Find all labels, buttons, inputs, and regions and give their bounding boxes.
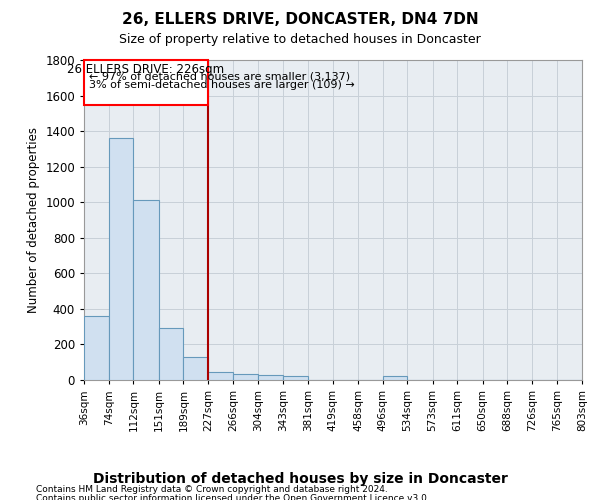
Text: 26, ELLERS DRIVE, DONCASTER, DN4 7DN: 26, ELLERS DRIVE, DONCASTER, DN4 7DN (122, 12, 478, 28)
Text: 26 ELLERS DRIVE: 226sqm: 26 ELLERS DRIVE: 226sqm (67, 62, 224, 76)
Bar (133, 200, 158, 380)
Y-axis label: Number of detached properties: Number of detached properties (26, 127, 40, 313)
Bar (283, 376, 308, 380)
Bar (233, 374, 258, 380)
Text: Contains public sector information licensed under the Open Government Licence v3: Contains public sector information licen… (36, 494, 430, 500)
Bar (208, 372, 233, 380)
Text: Distribution of detached houses by size in Doncaster: Distribution of detached houses by size … (92, 472, 508, 486)
Bar (258, 374, 283, 380)
Text: Contains HM Land Registry data © Crown copyright and database right 2024.: Contains HM Land Registry data © Crown c… (36, 485, 388, 494)
Bar (158, 328, 184, 380)
Text: 3% of semi-detached houses are larger (109) →: 3% of semi-detached houses are larger (1… (89, 80, 355, 90)
Bar (184, 357, 208, 380)
Text: Size of property relative to detached houses in Doncaster: Size of property relative to detached ho… (119, 32, 481, 46)
FancyBboxPatch shape (84, 60, 208, 106)
Bar (383, 376, 407, 380)
Bar (109, 138, 133, 380)
Bar (84, 316, 109, 380)
Text: ← 97% of detached houses are smaller (3,137): ← 97% of detached houses are smaller (3,… (89, 72, 350, 82)
